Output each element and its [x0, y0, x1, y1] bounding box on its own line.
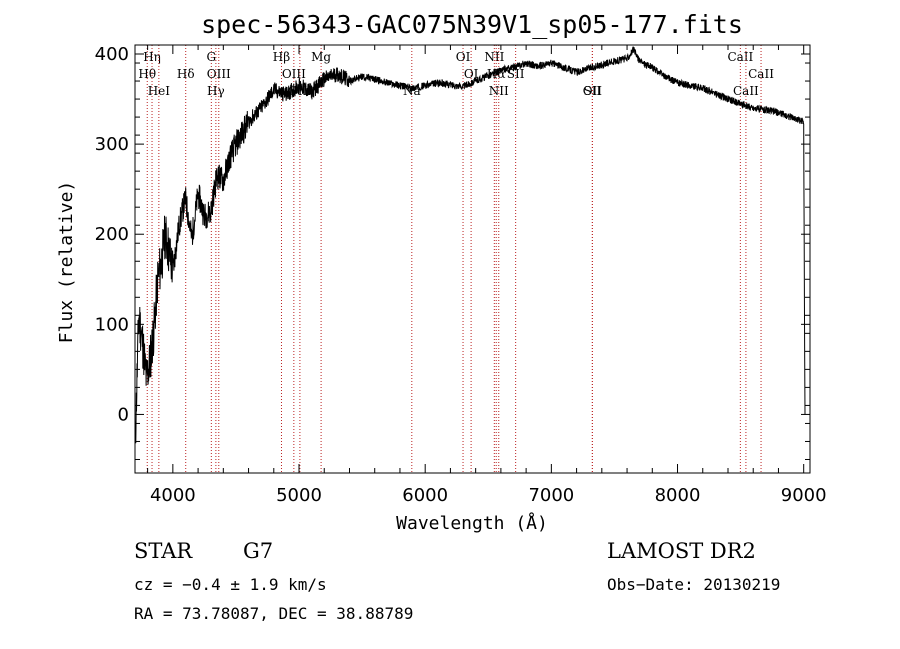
- y-tick-label: 100: [95, 314, 129, 335]
- spectral-line-label: Hγ: [207, 84, 225, 98]
- spectral-line-label: CaII: [748, 67, 774, 81]
- spectral-line-label: OIII: [282, 67, 306, 81]
- spectral-line-label: Mg: [311, 50, 331, 64]
- spectral-line-label: Hβ: [273, 50, 290, 64]
- spectral-line-label: OI: [456, 50, 471, 64]
- spectral-line-label: HeI: [148, 84, 171, 98]
- x-tick-label: 4000: [150, 485, 196, 506]
- y-tick-label: 300: [95, 134, 129, 155]
- object-class: STAR: [134, 539, 193, 563]
- x-tick-label: 5000: [276, 485, 322, 506]
- object-subclass: G7: [243, 539, 273, 563]
- redshift-readout: cz = −0.4 ± 1.9 km/s: [134, 575, 327, 594]
- y-axis-label: Flux (relative): [56, 181, 77, 344]
- obs-date: Obs−Date: 20130219: [607, 575, 780, 594]
- spectral-line-label: NII: [484, 50, 504, 64]
- plot-frame: [134, 44, 811, 474]
- survey-name: LAMOST DR2: [607, 539, 756, 563]
- x-axis-label: Wavelength (Å): [396, 512, 548, 534]
- spectral-line-markers: HηHθHeIHδGOIIIHγHβOIIIOIIIMgNaOIOINIIHαN…: [138, 45, 774, 473]
- spectral-line-label: Hη: [143, 50, 161, 64]
- x-tick-label: 8000: [655, 485, 701, 506]
- x-tick-label: 6000: [402, 485, 448, 506]
- y-tick-label: 200: [95, 224, 129, 245]
- coordinates: RA = 73.78087, DEC = 38.88789: [134, 604, 413, 623]
- x-tick-label: 9000: [781, 485, 827, 506]
- y-tick-label: 0: [118, 404, 129, 425]
- spectral-line-label: Hδ: [177, 67, 195, 81]
- spectrum-series-line: [134, 46, 806, 444]
- y-tick-label: 400: [95, 44, 129, 65]
- spectral-line-label: CaII: [733, 84, 759, 98]
- spectral-line-label: G: [207, 50, 217, 64]
- spectral-line-label: Hθ: [138, 67, 156, 81]
- y-axis-ticks: 0 100 200 300 400: [95, 44, 810, 460]
- chart-title: spec-56343-GAC075N39V1_sp05-177.fits: [201, 10, 743, 39]
- x-axis-ticks: 4000 5000 6000 7000 8000 9000: [147, 45, 827, 506]
- spectral-line-label: OIII: [207, 67, 231, 81]
- spectral-line-label: NII: [489, 84, 509, 98]
- spectral-line-label: SII: [507, 67, 525, 81]
- spectral-line-label: OI: [464, 67, 479, 81]
- spectrum-layer: [134, 46, 806, 444]
- spectral-line-label: SII: [584, 84, 602, 98]
- x-tick-label: 7000: [528, 485, 574, 506]
- spectral-line-label: CaII: [727, 50, 753, 64]
